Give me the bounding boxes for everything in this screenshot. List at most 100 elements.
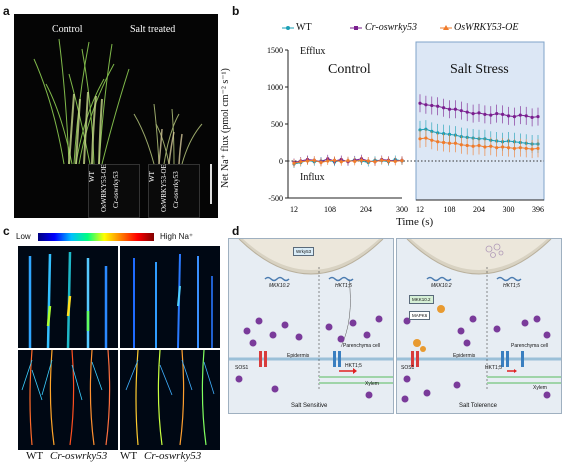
oswrky53-oe-point <box>506 146 511 150</box>
salt-sensitive-box: Wrky53 MKK10.2 HKT1;5 Parenchyma cell Ep… <box>228 238 394 414</box>
pot-label-6: Cr-oswrky53 <box>172 171 180 208</box>
oswrky53-oe-point <box>530 147 534 151</box>
cr-oswrky53-point <box>465 110 469 114</box>
sos1-left: SOS1 <box>235 365 249 371</box>
oswrky53-oe-point <box>339 160 343 164</box>
oswrky53-oe-point <box>512 146 516 151</box>
y-axis-label: Net Na⁺ flux (pmol cm⁻² s⁻¹) <box>220 68 231 188</box>
oswrky53-oe-point <box>430 138 434 142</box>
mapk6-box: MAPK6 <box>409 311 431 320</box>
cr-oswrky53-point <box>483 112 487 116</box>
cr-oswrky53-point <box>477 111 481 115</box>
y-tick-label: -500 <box>268 194 283 203</box>
oswrky53-oe-point <box>465 143 469 148</box>
y-tick-label: 1500 <box>267 46 283 55</box>
wt-root-scan <box>18 350 118 450</box>
influx-label: Influx <box>300 172 325 183</box>
oswrky53-oe-point <box>459 143 463 147</box>
x-tick-label-right: 108 <box>444 205 456 214</box>
cr-oswrky53-point <box>506 114 511 118</box>
cr-oswrky53-point <box>536 115 540 119</box>
salt-tolerance-caption: Salt Tolerence <box>459 403 497 409</box>
cr-oswrky53-point <box>424 103 428 107</box>
parenchyma-right: Parenchyma cell <box>511 343 548 349</box>
oswrky53-oe-point <box>483 145 487 149</box>
wt-shoot-scan <box>18 246 118 348</box>
oswrky53-oe-point <box>393 159 397 163</box>
c-label-cr-1: Cr-oswrky53 <box>50 450 108 462</box>
oswrky53-oe-point <box>299 160 303 164</box>
oswrky53-oe-point <box>380 158 384 162</box>
panel-a-letter: a <box>3 4 10 18</box>
salt-tolerance-box: MKK10.2 HKT1;5 MKK10.2 MAPK6 Parenchyma … <box>396 238 562 414</box>
legend-wt-marker <box>282 26 294 30</box>
stress-region <box>415 41 545 201</box>
x-tick-label-left: 108 <box>324 205 336 214</box>
hkt-gene-right: HKT1;5 <box>503 283 520 289</box>
y-tick-label: 1000 <box>267 83 283 92</box>
legend-cr: Cr-oswrky53 <box>365 22 418 33</box>
efflux-label: Efflux <box>300 46 326 57</box>
panel-d-schematic: Wrky53 MKK10.2 HKT1;5 Parenchyma cell Ep… <box>228 238 562 414</box>
control-segment-label: Control <box>328 62 371 77</box>
x-tick-label-left: 300 <box>396 205 408 214</box>
low-label: Low <box>16 232 31 241</box>
oswrky53-oe-point <box>359 158 364 162</box>
oswrky53-oe-point <box>518 146 522 150</box>
legend-wt: WT <box>296 22 312 33</box>
cr-shoot-scan <box>120 246 220 348</box>
x-tick-label-right: 396 <box>532 205 544 214</box>
oswrky53-oe-point <box>353 159 357 163</box>
oswrky53-oe-point <box>346 159 350 163</box>
cr-oswrky53-point <box>459 109 463 113</box>
x-axis-label: Time (s) <box>396 216 434 228</box>
panel-b-letter: b <box>232 4 240 18</box>
oswrky53-oe-point <box>524 146 528 151</box>
oswrky53-oe-point <box>471 144 475 148</box>
cr-oswrky53-point <box>524 114 528 118</box>
xylem-right: Xylem <box>533 385 547 391</box>
oswrky53-oe-point <box>436 140 440 144</box>
oswrky53-oe-point <box>424 136 428 140</box>
oswrky53-oe-point <box>489 144 493 148</box>
xylem-left: Xylem <box>365 381 379 387</box>
x-tick-label-right: 204 <box>473 205 485 214</box>
panel-c-letter: c <box>3 224 10 238</box>
x-tick-label-right: 300 <box>503 205 515 214</box>
salt-treated-label: Salt treated <box>130 24 176 35</box>
oswrky53-oe-point <box>501 145 505 149</box>
color-scale-bar <box>38 233 154 241</box>
oswrky53-oe-point <box>305 159 310 163</box>
c-label-cr-2: Cr-oswrky53 <box>144 450 202 462</box>
oswrky53-oe-point <box>442 140 446 145</box>
sos1-right: SOS1 <box>401 365 415 371</box>
legend-oe-marker <box>440 25 452 30</box>
oswrky53-oe-point <box>373 160 377 164</box>
oswrky53-oe-point <box>319 160 323 165</box>
oswrky53-oe-point <box>453 141 457 145</box>
oswrky53-oe-point <box>366 159 370 163</box>
x-tick-label-right: 12 <box>416 205 424 214</box>
oswrky53-oe-point <box>326 159 330 163</box>
oswrky53-oe-point <box>400 159 404 163</box>
high-na-label: High Na⁺ <box>160 232 194 241</box>
stress-segment-label: Salt Stress <box>450 62 509 77</box>
oswrky53-oe-point <box>536 146 540 151</box>
mkk-box: MKK10.2 <box>409 295 434 304</box>
cr-oswrky53-point <box>442 106 446 110</box>
rice-plants-illustration <box>33 38 212 204</box>
cr-oswrky53-point <box>530 115 534 119</box>
legend-oe: OsWRKY53-OE <box>454 22 519 33</box>
oswrky53-oe-point <box>312 158 316 162</box>
pot-label-3: Cr-oswrky53 <box>112 171 120 208</box>
salt-sensitive-caption: Salt Sensitive <box>291 403 328 409</box>
cr-oswrky53-point <box>453 107 457 111</box>
cr-oswrky53-point <box>430 103 434 108</box>
hkt15-right: HKT1;5 <box>485 365 502 371</box>
oswrky53-oe-point <box>495 146 499 150</box>
cr-oswrky53-point <box>447 107 452 111</box>
y-tick-label: 0 <box>279 157 283 166</box>
epidermis-right: Epidermis <box>453 353 476 359</box>
oswrky53-oe-point <box>332 158 337 162</box>
panel-a-photo: Control Salt treated WT OsWRKY53-OE Cr-o… <box>14 14 218 218</box>
